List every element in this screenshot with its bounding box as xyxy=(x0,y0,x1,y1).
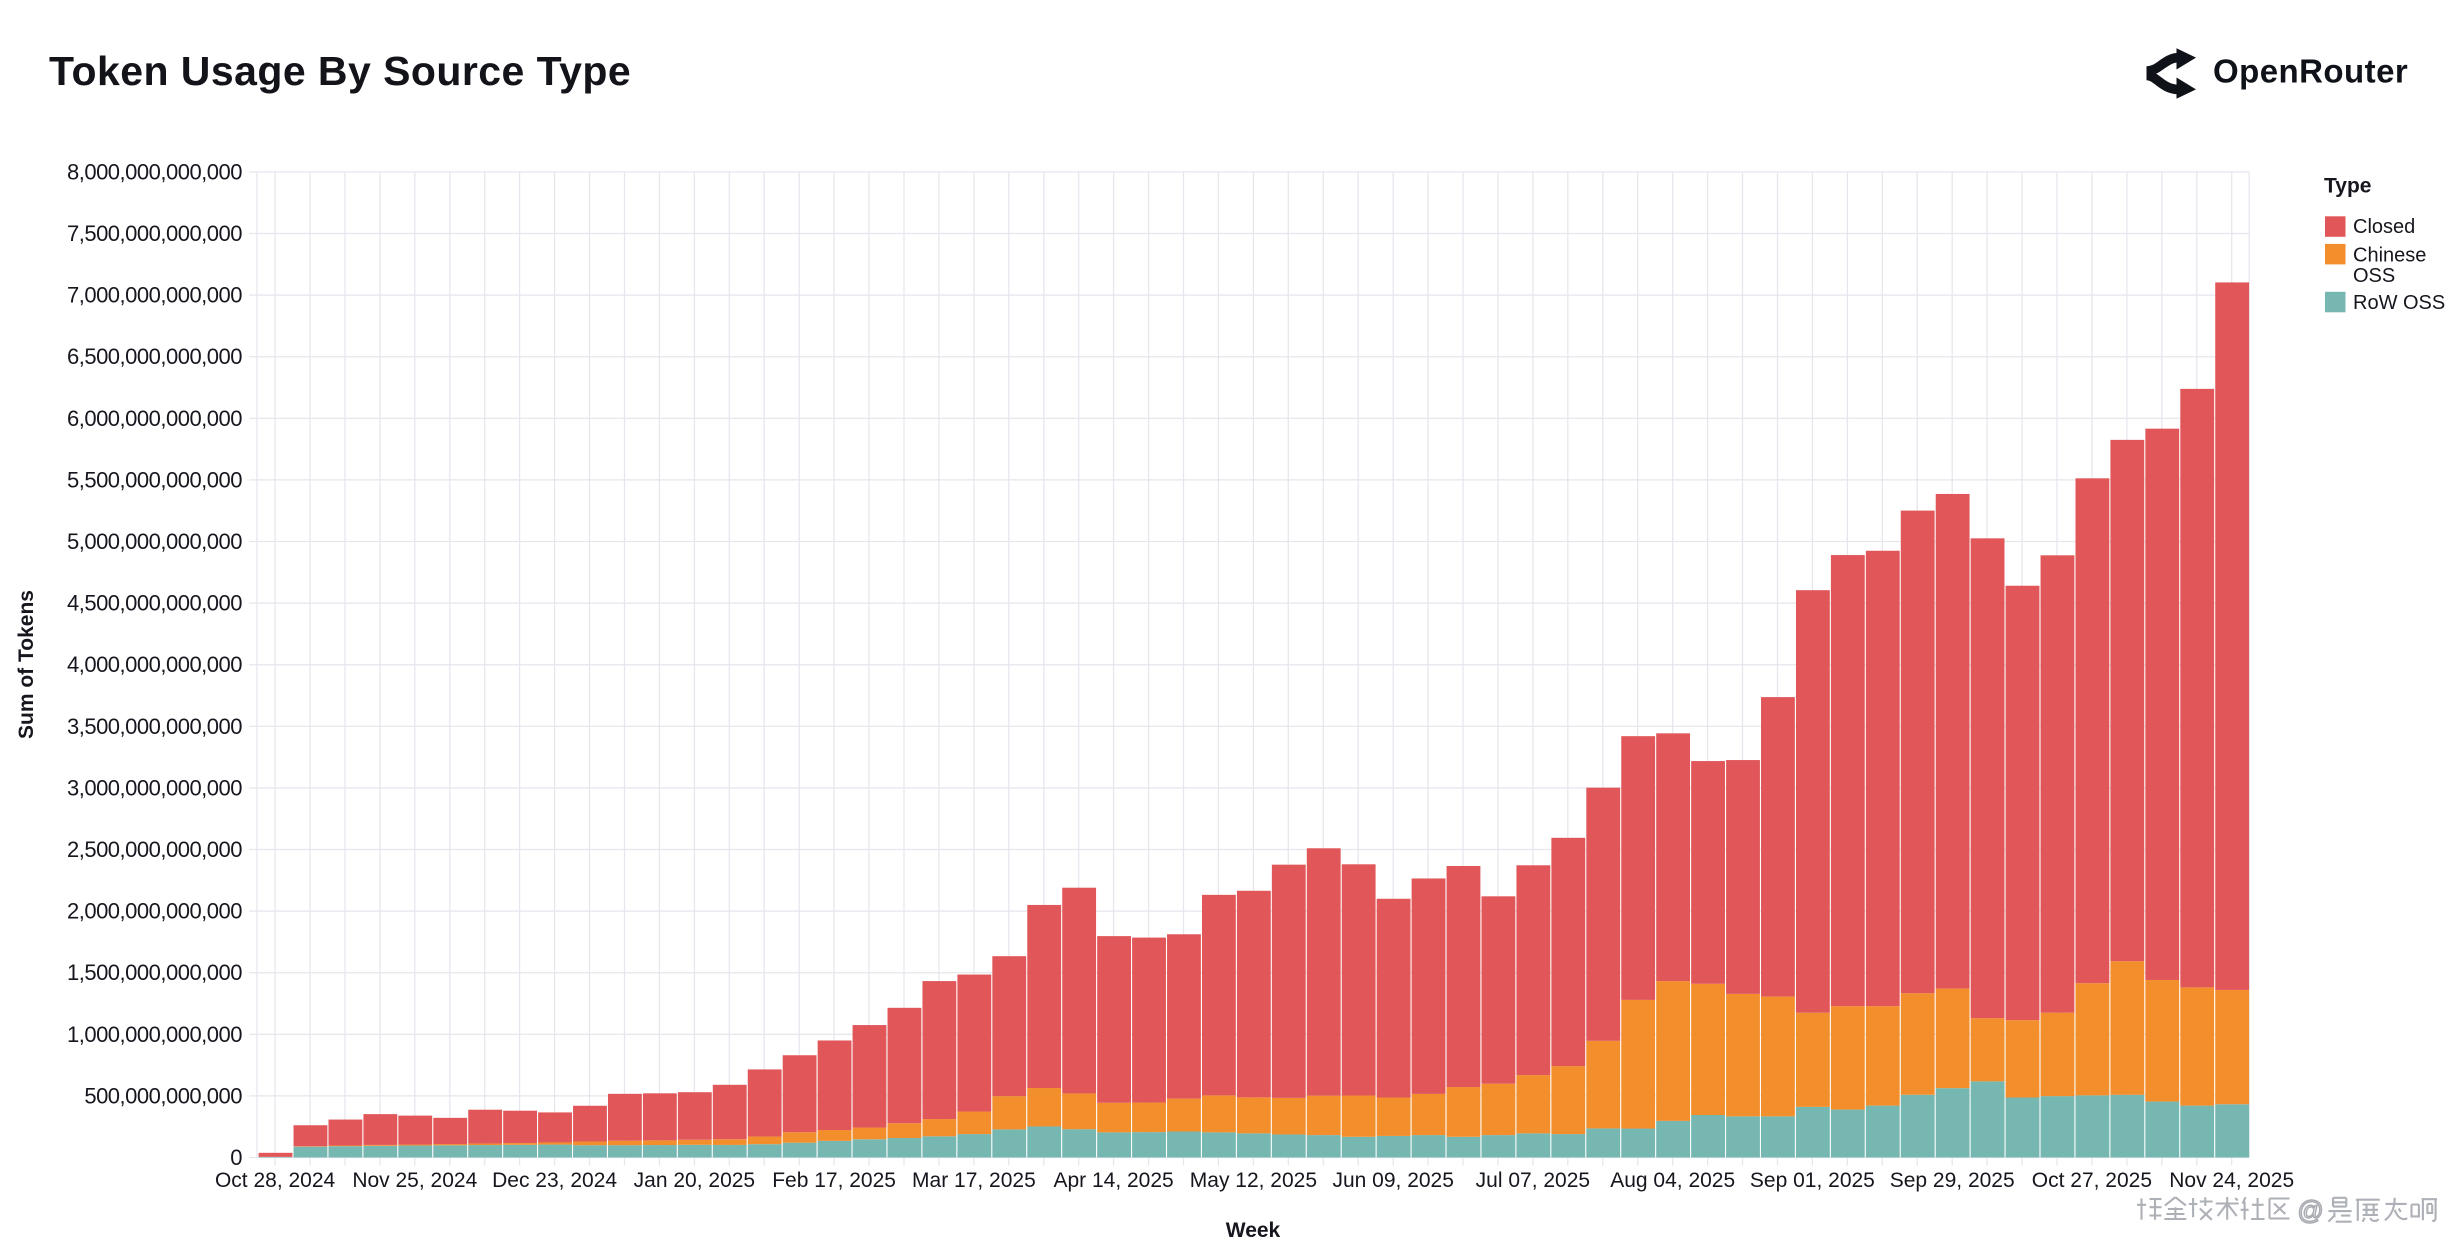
svg-text:1,000,000,000,000: 1,000,000,000,000 xyxy=(67,1022,242,1047)
svg-text:Oct 28, 2024: Oct 28, 2024 xyxy=(215,1169,336,1192)
svg-text:7,500,000,000,000: 7,500,000,000,000 xyxy=(67,221,242,246)
svg-text:Aug 04, 2025: Aug 04, 2025 xyxy=(1610,1169,1735,1192)
svg-text:@: @ xyxy=(2297,1195,2323,1225)
svg-text:6,500,000,000,000: 6,500,000,000,000 xyxy=(67,344,242,369)
svg-text:6,000,000,000,000: 6,000,000,000,000 xyxy=(67,406,242,431)
svg-text:Dec 23, 2024: Dec 23, 2024 xyxy=(492,1169,617,1192)
svg-text:Sep 29, 2025: Sep 29, 2025 xyxy=(1890,1169,2015,1192)
svg-text:Closed: Closed xyxy=(2353,216,2415,238)
svg-text:Chinese: Chinese xyxy=(2353,245,2426,267)
svg-text:Feb 17, 2025: Feb 17, 2025 xyxy=(772,1169,896,1192)
svg-text:2,000,000,000,000: 2,000,000,000,000 xyxy=(67,899,242,924)
svg-text:Oct 27, 2025: Oct 27, 2025 xyxy=(2032,1169,2152,1192)
svg-text:8,000,000,000,000: 8,000,000,000,000 xyxy=(67,159,242,184)
svg-text:RoW OSS: RoW OSS xyxy=(2353,292,2445,314)
svg-text:500,000,000,000: 500,000,000,000 xyxy=(84,1083,242,1108)
svg-text:Jul 07, 2025: Jul 07, 2025 xyxy=(1476,1169,1590,1192)
svg-text:3,000,000,000,000: 3,000,000,000,000 xyxy=(67,775,242,800)
svg-text:1,500,000,000,000: 1,500,000,000,000 xyxy=(67,960,242,985)
svg-text:7,000,000,000,000: 7,000,000,000,000 xyxy=(67,283,242,308)
svg-text:0: 0 xyxy=(230,1145,242,1170)
svg-text:3,500,000,000,000: 3,500,000,000,000 xyxy=(67,714,242,739)
svg-text:Sum of Tokens: Sum of Tokens xyxy=(15,590,38,739)
svg-text:Type: Type xyxy=(2324,175,2371,198)
svg-text:4,500,000,000,000: 4,500,000,000,000 xyxy=(67,591,242,616)
svg-text:Token Usage By Source Type: Token Usage By Source Type xyxy=(49,48,631,94)
svg-text:OpenRouter: OpenRouter xyxy=(2213,53,2408,90)
svg-text:5,500,000,000,000: 5,500,000,000,000 xyxy=(67,467,242,492)
svg-text:OSS: OSS xyxy=(2353,265,2395,287)
svg-text:5,000,000,000,000: 5,000,000,000,000 xyxy=(67,529,242,554)
svg-text:Mar 17, 2025: Mar 17, 2025 xyxy=(912,1169,1036,1192)
svg-text:Week: Week xyxy=(1226,1219,1281,1242)
svg-text:Jun 09, 2025: Jun 09, 2025 xyxy=(1332,1169,1453,1192)
svg-text:Sep 01, 2025: Sep 01, 2025 xyxy=(1750,1169,1875,1192)
svg-text:Apr 14, 2025: Apr 14, 2025 xyxy=(1053,1169,1173,1192)
svg-text:2,500,000,000,000: 2,500,000,000,000 xyxy=(67,837,242,862)
svg-text:May 12, 2025: May 12, 2025 xyxy=(1190,1169,1317,1192)
svg-text:4,000,000,000,000: 4,000,000,000,000 xyxy=(67,652,242,677)
svg-text:Nov 25, 2024: Nov 25, 2024 xyxy=(352,1169,477,1192)
svg-text:Jan 20, 2025: Jan 20, 2025 xyxy=(634,1169,755,1192)
svg-text:Nov 24, 2025: Nov 24, 2025 xyxy=(2169,1169,2294,1192)
